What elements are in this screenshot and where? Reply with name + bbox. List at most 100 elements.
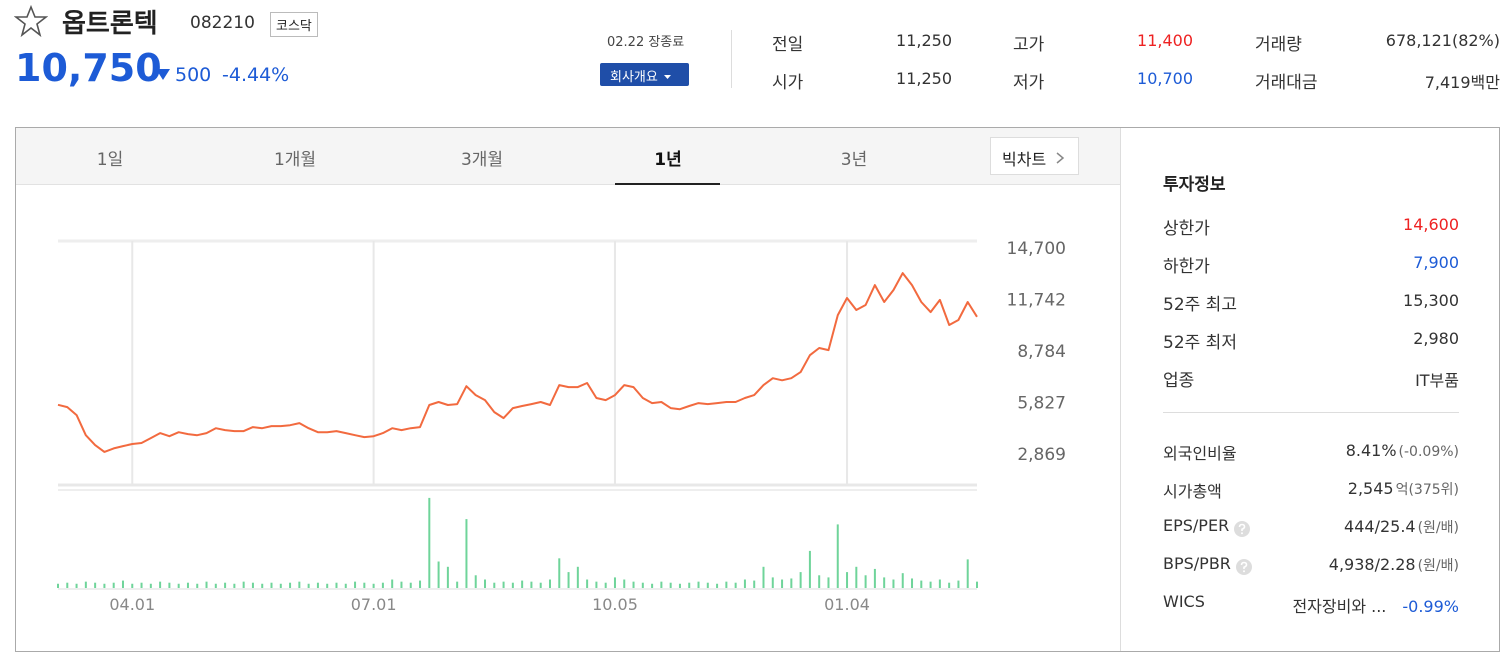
tab[interactable]: 1일	[96, 150, 124, 170]
metric-value: 전자장비와 ... -0.99%	[1292, 593, 1459, 617]
metric-label: EPS/PER	[1163, 516, 1230, 535]
volume-bar	[140, 582, 143, 588]
volume-bar	[595, 581, 598, 588]
y-tick-label: 14,700	[1007, 239, 1066, 259]
volume-bar	[873, 568, 876, 588]
x-tick-label: 10.05	[592, 595, 638, 614]
volume-bar	[149, 583, 152, 588]
metric-number: 4,938/2.28	[1328, 555, 1416, 574]
volume-bar	[799, 572, 802, 588]
volume-bar	[242, 581, 245, 588]
volume-bar	[94, 582, 97, 588]
y-tick-label: 11,742	[1007, 291, 1066, 311]
volume-bar	[883, 577, 886, 588]
big-chart-text: 빅차트	[1002, 150, 1047, 169]
summary-value: 11,250	[896, 69, 952, 88]
volume-bar	[57, 583, 59, 588]
volume-bar	[381, 582, 384, 588]
help-icon[interactable]	[1235, 558, 1253, 576]
volume-bar	[75, 583, 78, 588]
tab[interactable]: 3년	[840, 150, 868, 170]
summary-label: 거래량	[1255, 35, 1302, 55]
volume-bar	[214, 583, 217, 588]
chart-box	[15, 127, 1500, 652]
volume-bar	[948, 582, 951, 588]
volume-bar	[855, 566, 858, 588]
metric-value: 8.41% (-0.09%)	[1346, 441, 1459, 460]
volume-bar	[186, 582, 189, 588]
metric-label: WICS	[1163, 592, 1205, 611]
tab[interactable]: 3개월	[460, 150, 504, 170]
volume-bar	[344, 583, 347, 588]
volume-bar	[632, 581, 635, 588]
metric-value: 2,545 억(375위)	[1348, 479, 1459, 499]
volume-bar	[251, 582, 254, 588]
volume-bar	[771, 577, 774, 588]
volume-bar	[363, 582, 366, 588]
favorite-star[interactable]	[14, 4, 48, 38]
volume-bar	[465, 519, 468, 588]
metric-extra: (-0.09%)	[1398, 444, 1459, 460]
change-rate: -4.44%	[222, 64, 290, 86]
volume-bar	[539, 582, 542, 588]
volume-bar	[651, 583, 654, 588]
volume-bar	[688, 582, 691, 588]
volume-bar	[233, 583, 236, 588]
volume-bar	[493, 582, 496, 588]
big-chart-button[interactable]: 빅차트	[990, 137, 1079, 175]
summary-value-number: 7,419	[1424, 73, 1471, 92]
volume-bar	[112, 582, 115, 588]
volume-bar	[511, 582, 514, 588]
volume-bar	[911, 578, 914, 588]
volume-bar	[790, 578, 793, 588]
summary-unit: 백만	[1470, 73, 1500, 92]
volume-bar	[558, 558, 561, 588]
tab[interactable]: 1개월	[273, 150, 317, 170]
price: 10,750	[15, 46, 162, 90]
volume-bar	[372, 583, 375, 588]
volume-bar	[270, 582, 273, 588]
volume-bar	[678, 583, 681, 588]
down-arrow	[156, 69, 170, 80]
metric-extra: -0.99%	[1402, 597, 1459, 616]
volume-bar	[335, 582, 338, 588]
company-button[interactable]: 회사개요	[600, 63, 689, 86]
volume-bar	[818, 575, 821, 588]
volume-bar	[84, 581, 87, 588]
metric-label: 외국인비율	[1163, 444, 1237, 463]
metric-number: 444/25.4	[1344, 517, 1416, 536]
y-tick-label: 5,827	[1017, 394, 1066, 414]
metric-extra: (원/배)	[1417, 558, 1459, 574]
volume-bar	[586, 579, 589, 588]
volume-bar	[725, 581, 728, 588]
divider	[1163, 412, 1459, 413]
volume-bar	[901, 573, 904, 588]
volume-bar	[298, 581, 301, 588]
summary-label: 전일	[772, 35, 804, 55]
volume-bar	[289, 582, 292, 588]
volume-bar	[428, 497, 431, 588]
divider	[731, 30, 732, 88]
metric-value: 4,938/2.28 (원/배)	[1329, 555, 1459, 575]
volume-bar	[697, 581, 700, 588]
volume-bar	[437, 561, 440, 588]
volume-bar	[976, 581, 978, 588]
metric-number: 8.41%	[1345, 441, 1397, 460]
volume-bar	[316, 582, 319, 588]
x-tick-label: 07.01	[351, 595, 397, 614]
volume-bar	[613, 577, 616, 588]
volume-bar	[409, 582, 412, 588]
volume-bar	[307, 583, 310, 588]
summary-label: 고가	[1013, 35, 1045, 55]
volume-bar	[159, 581, 162, 588]
volume-bar	[734, 582, 737, 588]
price-line	[57, 272, 978, 453]
help-icon[interactable]	[1233, 520, 1251, 538]
tab[interactable]: 1년	[654, 150, 682, 170]
divider	[1120, 128, 1121, 651]
tab-bar	[16, 128, 1120, 185]
invest-label: 52주 최고	[1163, 295, 1237, 315]
summary-value: 7,419백만	[1330, 69, 1500, 93]
volume-bar	[121, 580, 124, 588]
